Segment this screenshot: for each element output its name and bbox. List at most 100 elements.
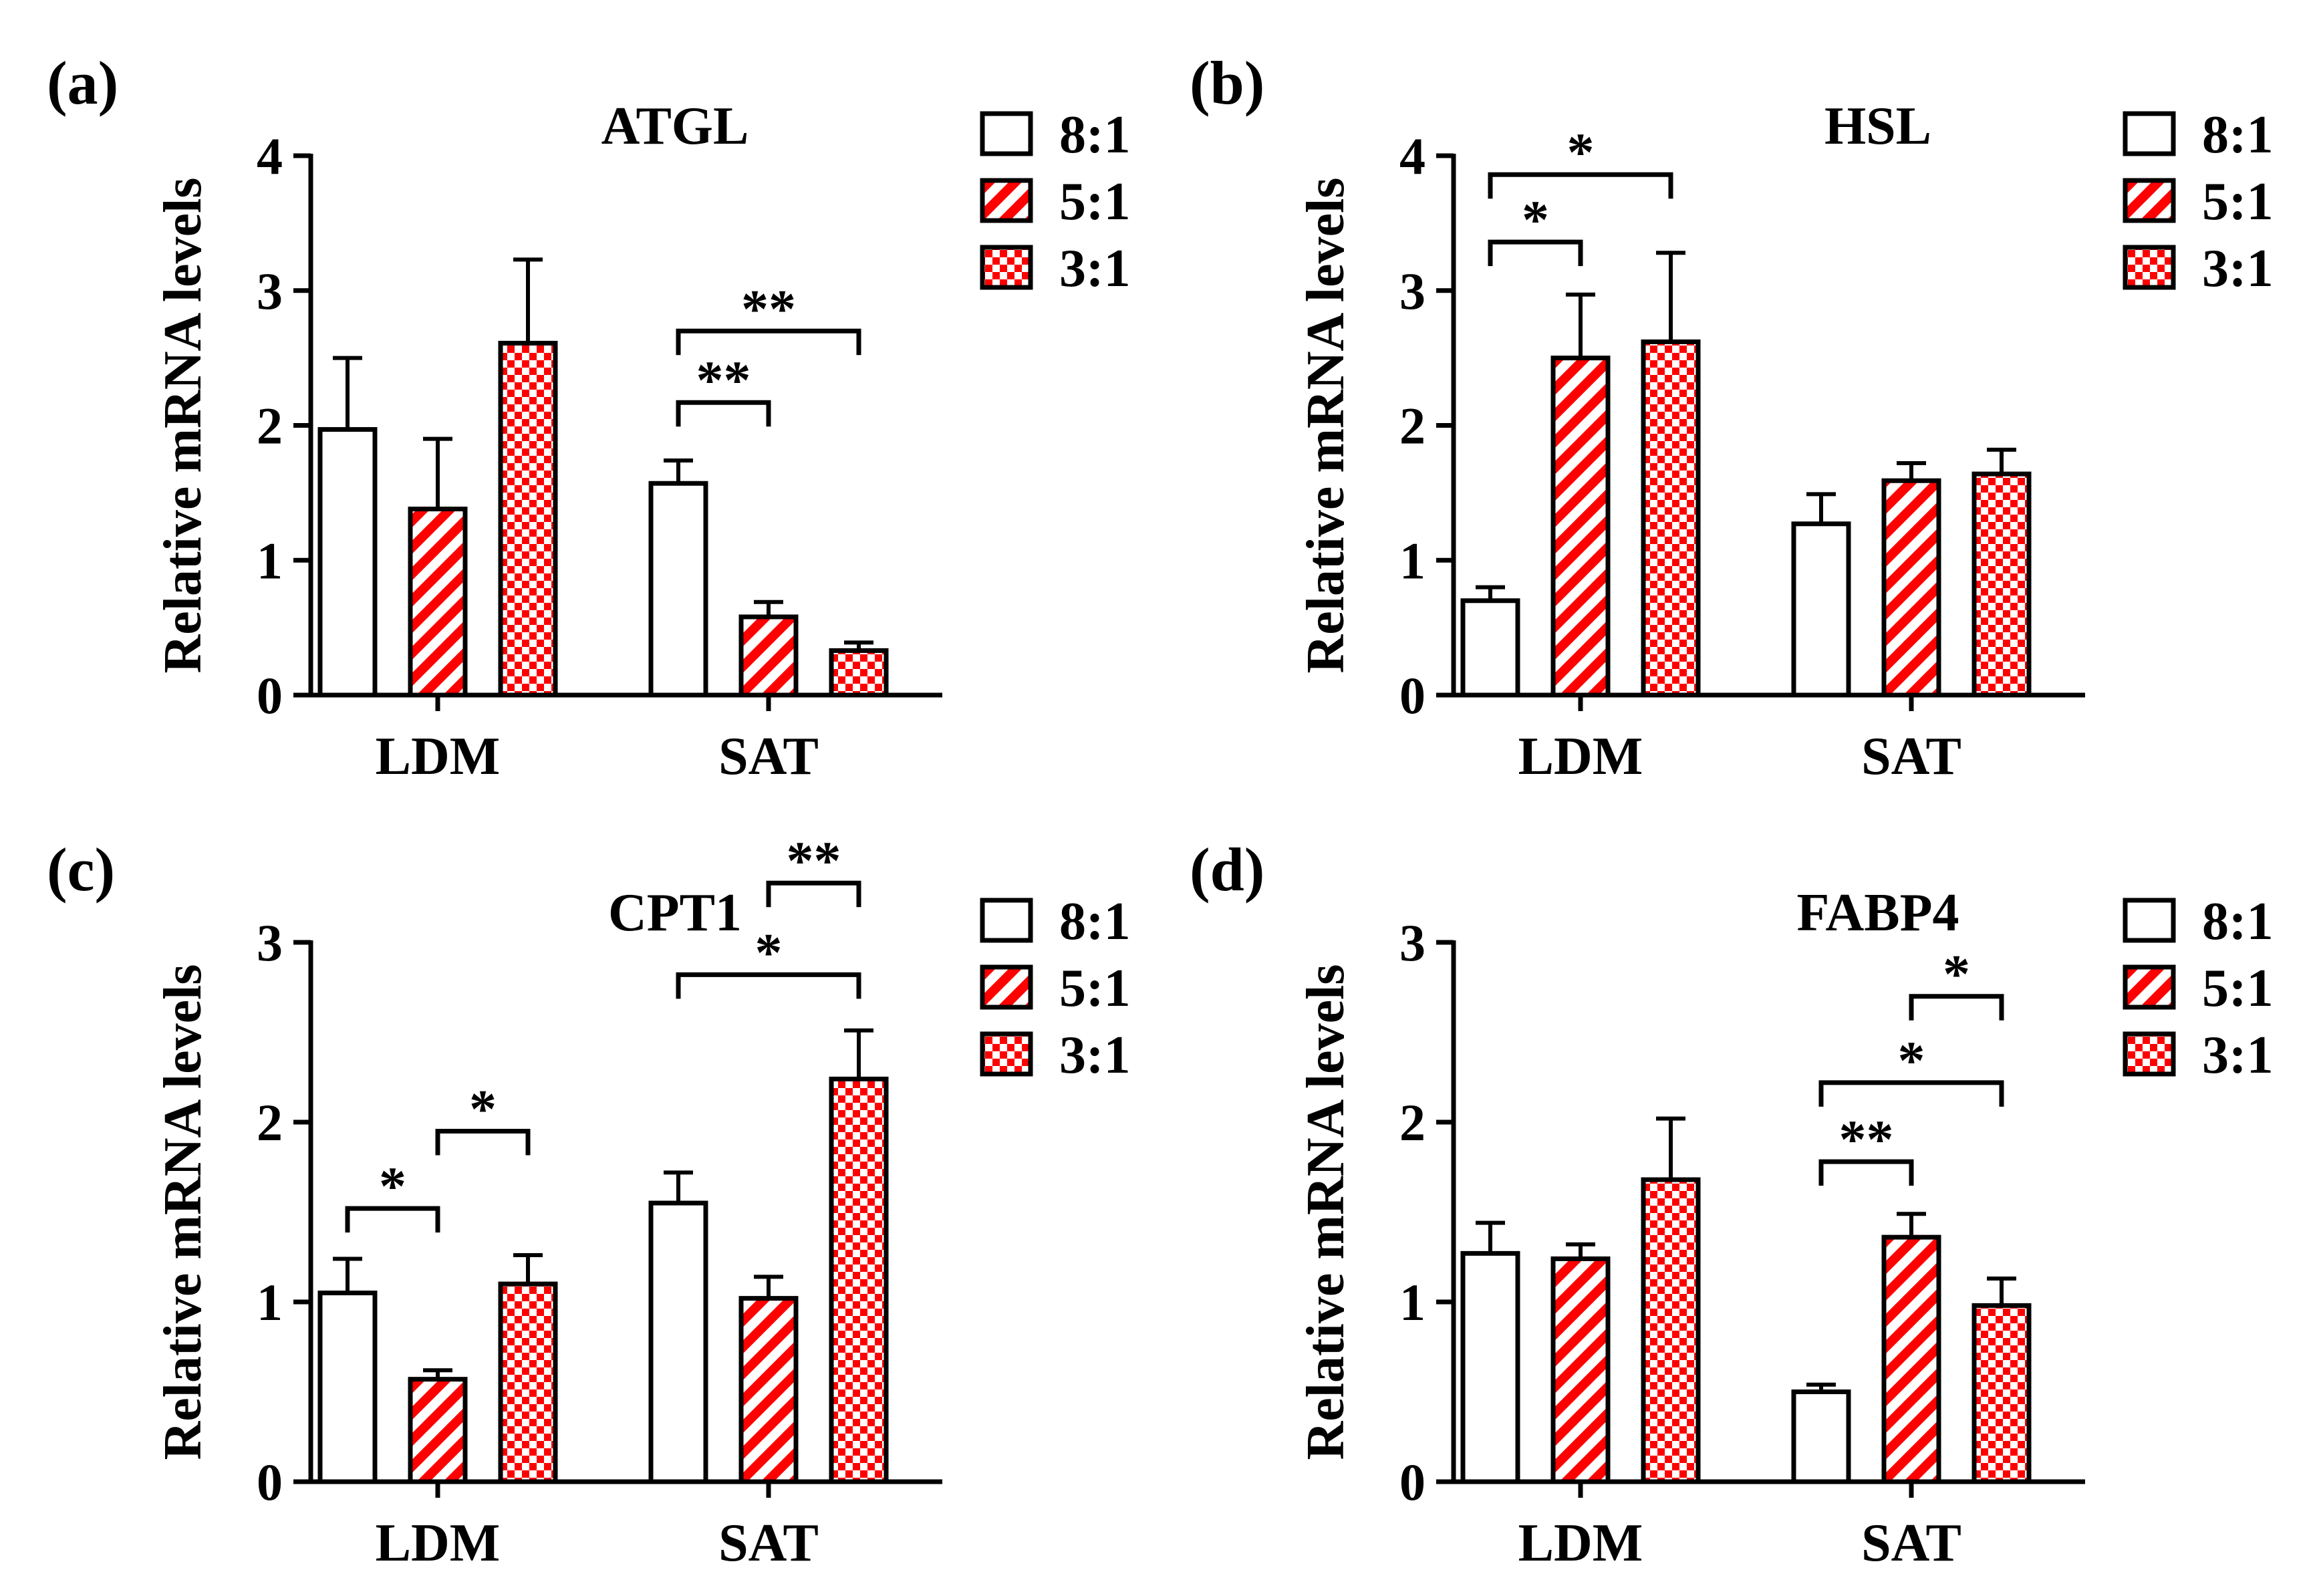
panel-label: (c) [47,835,115,904]
y-tick-label: 2 [257,1093,283,1152]
bar [1460,598,1520,698]
x-tick-label: SAT [1861,727,1961,786]
bar [738,1296,799,1484]
y-tick-label: 2 [1399,397,1425,455]
bar [408,507,468,698]
bar [1971,1303,2032,1484]
x-tick-label: LDM [376,1514,501,1573]
y-tick-label: 1 [257,1273,283,1331]
bar [317,427,378,698]
legend-label: 5:1 [2202,172,2274,231]
chart-title: HSL [1824,97,1931,156]
bar [829,648,889,698]
y-axis-label: Relative mRNA levels [154,964,213,1460]
bar [317,1291,378,1484]
significance-label: * [379,1156,406,1216]
bar [648,481,708,698]
bar [1550,1256,1611,1484]
legend-swatch [980,178,1033,223]
x-tick-label: SAT [1861,1514,1961,1573]
significance-bracket [676,328,861,356]
legend-swatch [2123,178,2176,223]
legend-label: 3:1 [1059,239,1131,298]
chart-panel-1: (a) ATGL Relative mRNA levels 0 1 2 3 4 LDM SAT **… [47,49,1131,786]
legend-label: 8:1 [1059,892,1131,951]
legend-swatch [2123,111,2176,156]
legend-label: 3:1 [1059,1026,1131,1085]
y-tick-label: 2 [1399,1093,1425,1152]
legend-swatch [980,111,1033,156]
y-tick-label: 1 [257,531,283,589]
x-tick-label: SAT [718,1514,819,1573]
bar [1971,471,2032,698]
bar [1641,339,1701,698]
legend-swatch [980,245,1033,290]
chart-title: ATGL [601,97,749,156]
legend-swatch [2123,964,2176,1010]
legend-swatch [980,898,1033,943]
significance-label: * [1522,189,1549,250]
y-axis-label: Relative mRNA levels [154,177,213,673]
significance-label: * [1567,122,1595,182]
panel-label: (b) [1190,49,1264,117]
bar [1791,1389,1851,1484]
significance-bracket [1488,172,1673,199]
y-tick-label: 3 [1399,262,1425,320]
significance-label: ** [1839,1109,1894,1170]
significance-bracket [676,400,771,427]
legend-label: 8:1 [1059,106,1131,164]
bar [829,1076,889,1484]
legend-label: 5:1 [1059,172,1131,231]
legend-label: 5:1 [2202,959,2274,1018]
bar [1550,356,1611,698]
significance-label: * [469,1078,497,1139]
significance-label: * [1943,944,1970,1005]
panel-label: (d) [1190,835,1264,904]
significance-label: ** [741,278,796,339]
significance-bracket [1909,994,2004,1021]
legend-swatch [980,964,1033,1010]
bar [1881,1234,1941,1484]
chart-title: FABP4 [1797,884,1959,942]
significance-bracket [1818,1159,1914,1186]
significance-bracket [345,1206,440,1233]
y-tick-label: 3 [257,262,283,320]
legend-label: 8:1 [2202,892,2274,951]
significance-bracket [766,880,861,908]
significance-label: * [1898,1030,1925,1091]
legend-swatch [980,1031,1033,1077]
y-tick-label: 1 [1399,1273,1425,1331]
significance-label: ** [696,350,751,410]
significance-bracket [1818,1080,2004,1107]
x-tick-label: SAT [718,727,819,786]
y-tick-label: 0 [1399,666,1425,724]
y-tick-label: 4 [257,127,283,185]
y-tick-label: 2 [257,397,283,455]
bar [498,340,558,698]
bar [1641,1177,1701,1484]
y-axis-label: Relative mRNA levels [1297,177,1355,673]
legend-swatch [2123,1031,2176,1077]
bar [498,1281,558,1484]
y-axis-label: Relative mRNA levels [1297,964,1355,1460]
y-tick-label: 0 [1399,1453,1425,1511]
bar [1460,1250,1520,1484]
significance-label: * [755,922,783,982]
legend-swatch [2123,245,2176,290]
y-tick-label: 3 [1399,914,1425,972]
x-tick-label: LDM [376,727,501,786]
y-tick-label: 0 [257,666,283,724]
legend-label: 3:1 [2202,1026,2274,1085]
y-tick-label: 3 [257,914,283,972]
y-tick-label: 4 [1399,127,1425,185]
y-tick-label: 1 [1399,531,1425,589]
legend-label: 5:1 [1059,959,1131,1018]
y-tick-label: 0 [257,1453,283,1511]
chart-panel-2: (b) HSL Relative mRNA levels 0 1 2 3 4 LDM SAT * * 8… [1190,49,2274,786]
panel-label: (a) [47,49,118,117]
x-tick-label: LDM [1518,1514,1643,1573]
